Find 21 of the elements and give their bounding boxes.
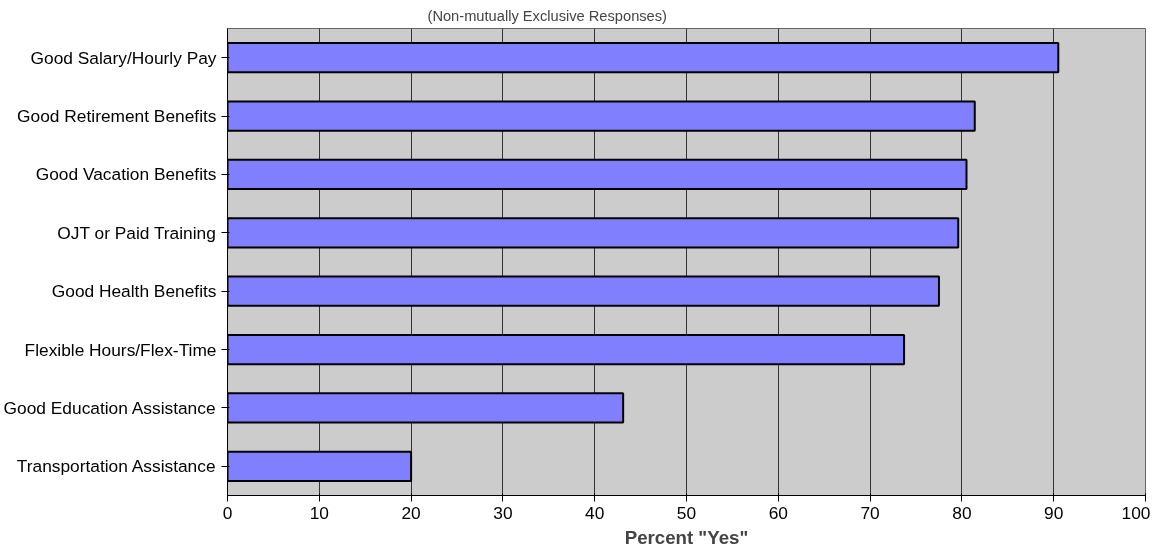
x-tick-label: 100 — [1121, 502, 1151, 523]
x-axis-title: Percent "Yes" — [624, 526, 749, 548]
x-tick-label: 40 — [585, 502, 605, 523]
x-tick-label: 20 — [401, 502, 421, 523]
x-tick-label: 50 — [676, 502, 697, 523]
x-tick-label: 70 — [860, 502, 880, 523]
y-tick-label: Transportation Assistance — [16, 456, 216, 477]
x-tick-label: 0 — [222, 502, 233, 523]
x-tick-label: 90 — [1044, 502, 1064, 523]
y-tick-label: Good Health Benefits — [51, 281, 217, 302]
y-tick-label: Good Retirement Benefits — [17, 106, 217, 127]
y-tick-label: Good Vacation Benefits — [35, 164, 217, 185]
y-tick-label: Flexible Hours/Flex-Time — [24, 339, 217, 360]
x-tick-label: 10 — [309, 502, 329, 523]
y-tick-label: Good Salary/Hourly Pay — [30, 47, 217, 68]
chart-title: (Non-mutually Exclusive Responses) — [427, 7, 667, 24]
x-tick-label: 80 — [952, 502, 972, 523]
y-tick-label: Good Education Assistance — [3, 397, 216, 418]
y-tick-label: OJT or Paid Training — [57, 222, 216, 243]
x-tick-label: 30 — [493, 502, 513, 523]
x-tick-label: 60 — [768, 502, 788, 523]
